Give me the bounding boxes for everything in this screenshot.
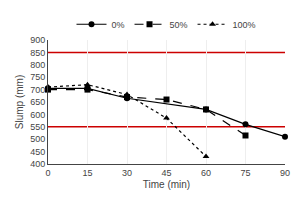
svg-text:750: 750	[30, 72, 45, 82]
svg-text:75: 75	[240, 168, 250, 178]
svg-text:450: 450	[30, 147, 45, 157]
svg-text:100%: 100%	[233, 20, 256, 30]
svg-text:30: 30	[122, 168, 132, 178]
svg-text:500: 500	[30, 134, 45, 144]
svg-text:60: 60	[201, 168, 211, 178]
svg-text:50%: 50%	[170, 20, 188, 30]
svg-text:550: 550	[30, 122, 45, 132]
svg-text:Time (min): Time (min)	[143, 179, 190, 190]
svg-text:Slump (mm): Slump (mm)	[14, 75, 25, 129]
svg-text:0%: 0%	[112, 20, 125, 30]
svg-text:90: 90	[280, 168, 290, 178]
svg-text:45: 45	[161, 168, 171, 178]
svg-text:0: 0	[45, 168, 50, 178]
svg-text:850: 850	[30, 48, 45, 58]
svg-text:800: 800	[30, 60, 45, 70]
svg-text:900: 900	[30, 35, 45, 45]
svg-text:650: 650	[30, 97, 45, 107]
svg-text:15: 15	[82, 168, 92, 178]
svg-text:700: 700	[30, 85, 45, 95]
svg-text:600: 600	[30, 110, 45, 120]
svg-text:400: 400	[30, 159, 45, 169]
